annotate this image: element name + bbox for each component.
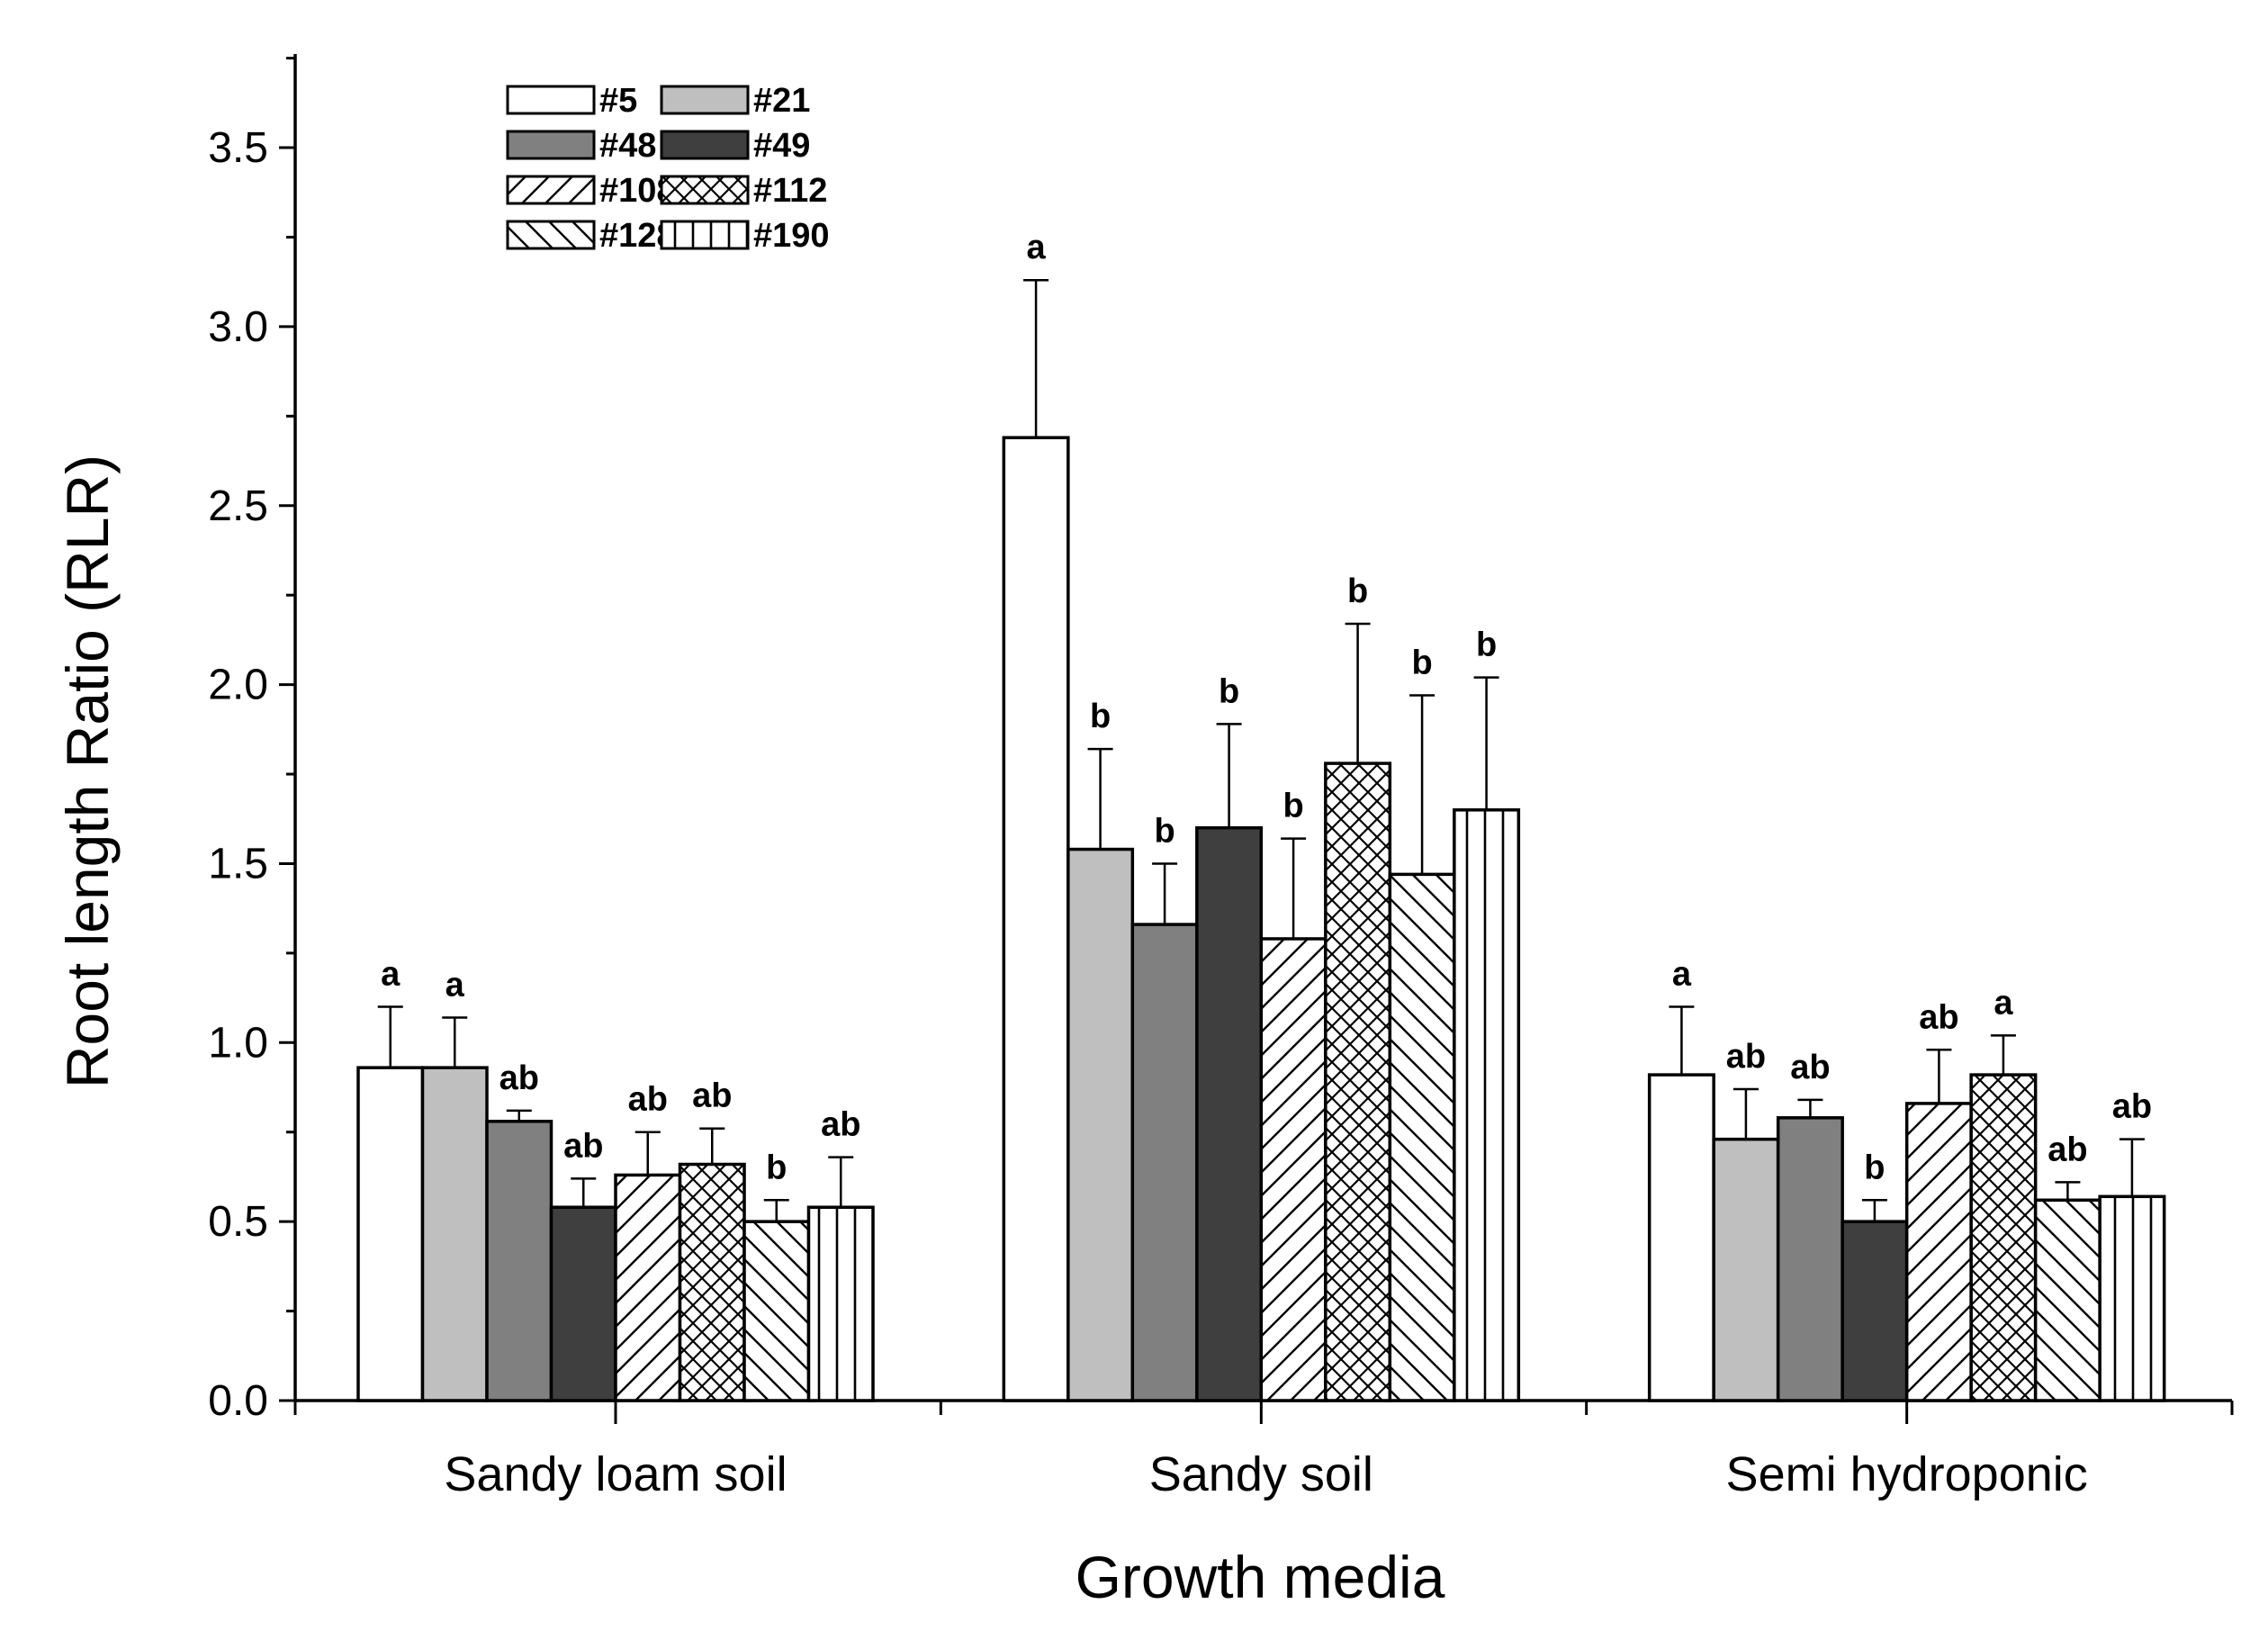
significance-label: a	[446, 966, 465, 1004]
legend-item: #21	[660, 82, 810, 120]
legend-swatch	[660, 130, 750, 160]
y-axis-title: Root length Ratio (RLR)	[54, 455, 121, 1088]
significance-label: ab	[1919, 998, 1958, 1036]
y-tick-label: 0.0	[208, 1377, 268, 1425]
significance-label: ab	[500, 1059, 539, 1097]
x-axis-title: Growth media	[1076, 1544, 1445, 1610]
bar	[1647, 1073, 1715, 1402]
bar	[614, 1173, 682, 1402]
legend-label: #49	[753, 127, 810, 165]
bar	[2033, 1198, 2102, 1402]
bar	[1259, 937, 1328, 1402]
y-tick-label: 3.5	[208, 124, 268, 172]
legend-swatch	[506, 175, 596, 205]
legend-label: #190	[753, 217, 830, 255]
significance-label: b	[1347, 572, 1368, 610]
legend: #5 #21 #48 #49 #108 #112 #128 #190	[506, 82, 830, 255]
legend-swatch	[660, 175, 750, 205]
legend-label: #5	[599, 82, 637, 120]
bar	[549, 1205, 617, 1402]
significance-label: b	[766, 1149, 787, 1186]
legend-label: #48	[599, 127, 656, 165]
bar	[485, 1120, 554, 1402]
bar	[742, 1220, 811, 1402]
legend-swatch	[660, 220, 750, 250]
bar	[1002, 436, 1070, 1402]
bar	[1388, 872, 1456, 1402]
bar	[678, 1162, 746, 1402]
significance-label: b	[1282, 788, 1303, 825]
significance-label: b	[1090, 698, 1111, 735]
significance-label: a	[1027, 229, 1047, 266]
legend-swatch	[506, 130, 596, 160]
plot-area: 0.0 0.5 1.0 1.5 2.0 2.5 3.0 3.5 Sandy loam soil a…	[208, 54, 2234, 1501]
y-tick-label: 1.5	[208, 840, 268, 888]
significance-label: ab	[692, 1077, 732, 1115]
significance-label: b	[1411, 644, 1432, 682]
significance-label: b	[1154, 812, 1174, 850]
significance-label: b	[1219, 672, 1239, 710]
legend-item: #49	[660, 127, 810, 165]
y-tick-label: 2.0	[208, 662, 268, 709]
category-label: Sandy soil	[1149, 1447, 1373, 1501]
y-tick-label: 2.5	[208, 482, 268, 530]
category-label: Semi hydroponic	[1726, 1447, 2088, 1501]
significance-label: ab	[628, 1081, 668, 1119]
legend-swatch	[660, 85, 750, 115]
category-label: Sandy loam soil	[444, 1447, 787, 1501]
bar	[806, 1205, 875, 1402]
legend-item: #190	[660, 217, 830, 255]
significance-label: ab	[1726, 1038, 1766, 1076]
bar	[1969, 1073, 2038, 1402]
significance-label: ab	[2048, 1131, 2087, 1168]
legend-item: #48	[506, 127, 656, 165]
bar	[1130, 923, 1199, 1402]
significance-label: a	[381, 956, 400, 994]
significance-label: ab	[2112, 1088, 2152, 1126]
bar	[356, 1066, 425, 1402]
bar	[2098, 1194, 2166, 1402]
y-tick-label: 3.0	[208, 303, 268, 351]
bar	[1840, 1220, 1909, 1402]
legend-swatch	[506, 220, 596, 250]
significance-label: b	[1864, 1149, 1885, 1186]
significance-label: a	[1672, 956, 1692, 994]
legend-swatch	[506, 85, 596, 115]
bar	[1712, 1137, 1780, 1402]
bar	[1453, 808, 1521, 1402]
legend-item: #108	[506, 172, 676, 210]
y-tick-label: 1.0	[208, 1019, 268, 1067]
significance-label: a	[1994, 984, 2013, 1022]
legend-label: #112	[753, 172, 827, 210]
significance-label: ab	[821, 1106, 860, 1144]
bar	[1066, 847, 1135, 1402]
significance-label: ab	[1790, 1049, 1830, 1086]
bar	[1195, 825, 1264, 1402]
legend-label: #21	[753, 82, 810, 120]
legend-item: #5	[506, 82, 637, 120]
bar	[1776, 1116, 1844, 1402]
y-tick-label: 0.5	[208, 1198, 268, 1246]
bar	[1324, 761, 1392, 1402]
significance-label: b	[1476, 626, 1497, 664]
legend-item: #128	[506, 217, 676, 255]
legend-item: #112	[660, 172, 827, 210]
bar	[1904, 1102, 1973, 1402]
significance-label: ab	[563, 1127, 603, 1165]
bar	[420, 1066, 489, 1402]
